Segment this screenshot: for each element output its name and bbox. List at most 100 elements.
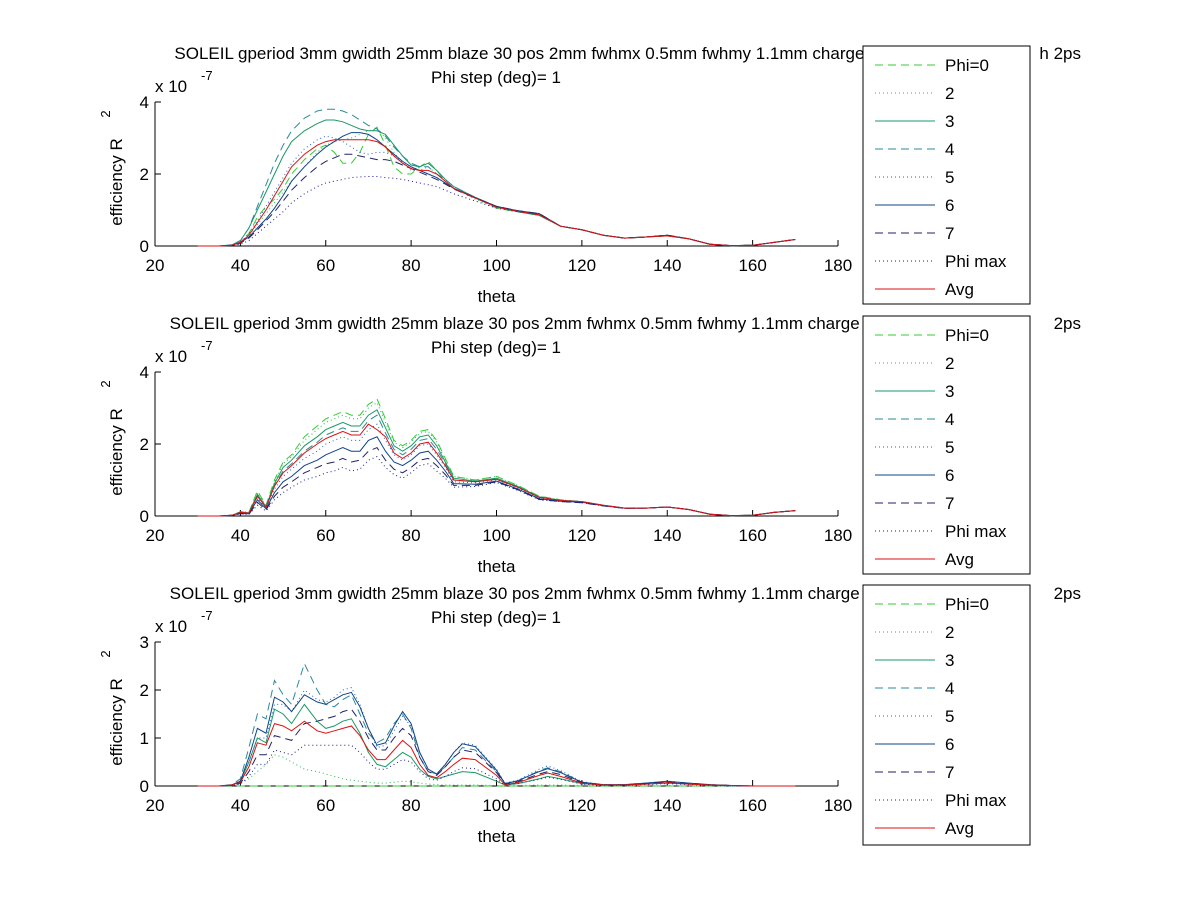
legend-item: Avg <box>875 280 974 299</box>
y-tick-label: 3 <box>140 633 149 652</box>
legend-label: 2 <box>945 84 954 103</box>
y-tick-label: 2 <box>140 681 149 700</box>
legend-item: 4 <box>875 410 954 429</box>
legend-label: 6 <box>945 735 954 754</box>
x-tick-label: 180 <box>824 256 852 275</box>
y-axis-label-sup: 2 <box>98 650 113 657</box>
legend-label: 4 <box>945 140 954 159</box>
legend-label: 6 <box>945 466 954 485</box>
chart-title-tail: 2ps <box>1054 584 1081 603</box>
legend-item: 7 <box>875 494 954 513</box>
legend-item: Phi max <box>875 791 1007 810</box>
legend-label: Avg <box>945 550 974 569</box>
legend-item: Phi=0 <box>875 326 989 345</box>
legend-item: 3 <box>875 382 954 401</box>
legend-item: 3 <box>875 112 954 131</box>
legend-label: 3 <box>945 112 954 131</box>
y-axis-label: efficiency R <box>107 678 126 766</box>
legend-label: 5 <box>945 707 954 726</box>
legend-label: Phi=0 <box>945 56 989 75</box>
chart-panel-3: SOLEIL gperiod 3mm gwidth 25mm blaze 30 … <box>98 584 1081 846</box>
x-tick-label: 40 <box>231 526 250 545</box>
y-tick-label: 0 <box>140 777 149 796</box>
y-axis-label-group: efficiency R 2 <box>98 380 126 495</box>
series-line-avg <box>197 423 796 517</box>
x-tick-label: 160 <box>738 796 766 815</box>
legend-item: 4 <box>875 140 954 159</box>
y-tick-label: 2 <box>140 165 149 184</box>
x-axis-label: theta <box>478 557 516 576</box>
x-tick-label: 60 <box>316 526 335 545</box>
chart-title: SOLEIL gperiod 3mm gwidth 25mm blaze 30 … <box>170 584 884 603</box>
x-tick-label: 120 <box>568 256 596 275</box>
legend-item: 2 <box>875 354 954 373</box>
y-axis-label-group: efficiency R 2 <box>98 650 126 765</box>
legend-label: 5 <box>945 438 954 457</box>
chart-subtitle: Phi step (deg)= 1 <box>431 68 561 87</box>
series-line-phi-max <box>197 744 796 787</box>
legend: Phi=0 2 3 4 5 6 7 Phi max Avg <box>862 584 1031 846</box>
legend-item: 2 <box>875 84 954 103</box>
legend-label: 5 <box>945 168 954 187</box>
legend-label: Phi max <box>945 252 1007 271</box>
chart-title: SOLEIL gperiod 3mm gwidth 25mm blaze 30 … <box>174 44 878 63</box>
y-tick-label: 0 <box>140 507 149 526</box>
legend-item: 6 <box>875 466 954 485</box>
legend-box <box>862 584 1031 846</box>
x-tick-label: 20 <box>146 256 165 275</box>
chart-panel-1: SOLEIL gperiod 3mm gwidth 25mm blaze 30 … <box>98 44 1081 306</box>
legend-item: Phi max <box>875 252 1007 271</box>
x-tick-label: 100 <box>482 256 510 275</box>
x-tick-label: 80 <box>402 256 421 275</box>
y-exponent: x 10 <box>155 77 187 96</box>
series-line-phi-0 <box>197 398 796 517</box>
x-axis-label: theta <box>478 287 516 306</box>
y-axis-label: efficiency R <box>107 138 126 226</box>
x-tick-label: 140 <box>653 256 681 275</box>
legend-item: 4 <box>875 679 954 698</box>
legend-item: 6 <box>875 196 954 215</box>
chart-title-tail: h 2ps <box>1039 44 1081 63</box>
legend-item: Phi=0 <box>875 595 989 614</box>
x-tick-label: 40 <box>231 796 250 815</box>
series-line-avg <box>197 139 796 247</box>
y-tick-label: 0 <box>140 237 149 256</box>
legend-label: Avg <box>945 819 974 838</box>
legend-label: Phi=0 <box>945 326 989 345</box>
y-tick-label: 4 <box>140 363 149 382</box>
chart-title: SOLEIL gperiod 3mm gwidth 25mm blaze 30 … <box>170 314 884 333</box>
legend: Phi=0 2 3 4 5 6 7 Phi max Avg <box>862 315 1031 575</box>
x-tick-label: 20 <box>146 796 165 815</box>
y-axis-label-group: efficiency R 2 <box>98 110 126 225</box>
legend-label: 6 <box>945 196 954 215</box>
y-axis-label-sup: 2 <box>98 110 113 117</box>
legend-item: 7 <box>875 224 954 243</box>
x-tick-label: 160 <box>738 256 766 275</box>
legend-label: 4 <box>945 679 954 698</box>
legend: Phi=0 2 3 4 5 6 7 Phi max Avg <box>862 45 1031 305</box>
legend-item: 7 <box>875 763 954 782</box>
x-tick-label: 140 <box>653 526 681 545</box>
legend-item: Phi max <box>875 522 1007 541</box>
x-tick-label: 160 <box>738 526 766 545</box>
chart-subtitle: Phi step (deg)= 1 <box>431 608 561 627</box>
legend-label: 3 <box>945 651 954 670</box>
x-tick-label: 60 <box>316 796 335 815</box>
y-tick-label: 4 <box>140 93 149 112</box>
chart-panels: SOLEIL gperiod 3mm gwidth 25mm blaze 30 … <box>98 44 1081 846</box>
x-tick-label: 80 <box>402 526 421 545</box>
x-tick-label: 40 <box>231 256 250 275</box>
legend-item: Avg <box>875 550 974 569</box>
x-tick-label: 60 <box>316 256 335 275</box>
y-tick-label: 1 <box>140 729 149 748</box>
x-tick-label: 140 <box>653 796 681 815</box>
legend-label: 7 <box>945 224 954 243</box>
series-line-avg <box>197 720 796 787</box>
legend-item: Phi=0 <box>875 56 989 75</box>
y-axis-label-sup: 2 <box>98 380 113 387</box>
legend-box <box>862 45 1031 305</box>
y-exponent-sup: -7 <box>201 608 213 623</box>
legend-label: 3 <box>945 382 954 401</box>
legend-box <box>862 315 1031 575</box>
